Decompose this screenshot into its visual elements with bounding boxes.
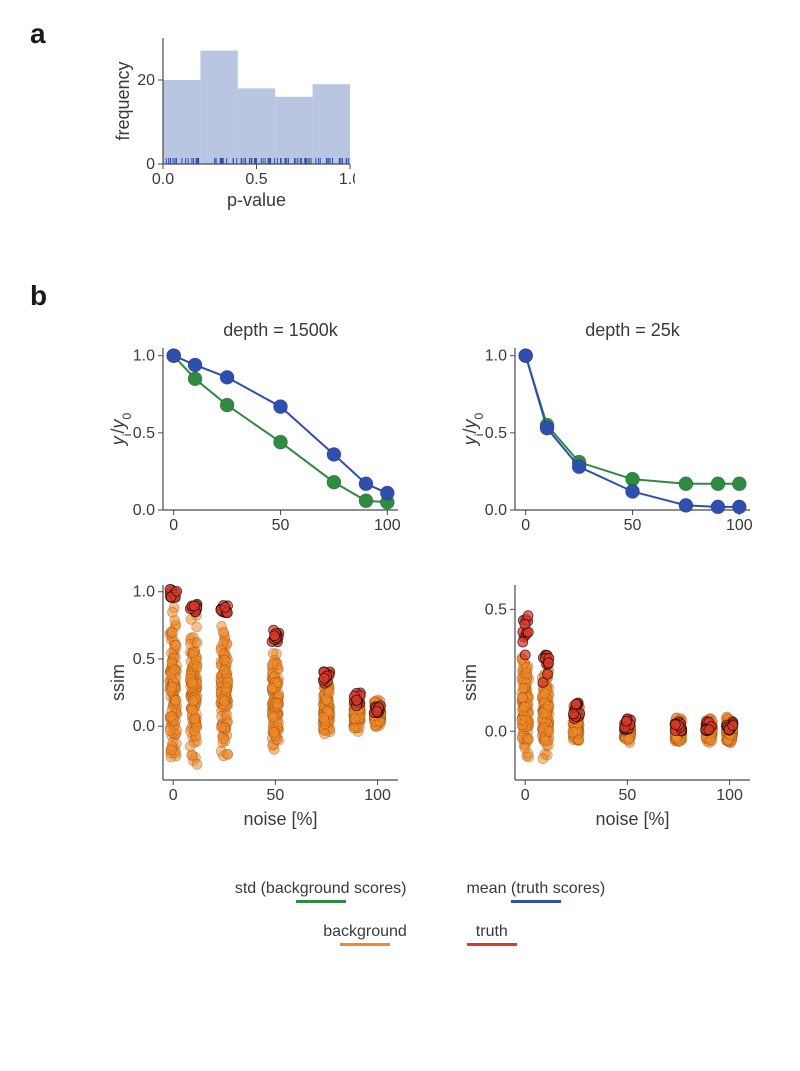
svg-text:100: 100 xyxy=(374,517,401,534)
svg-text:100: 100 xyxy=(364,787,391,804)
svg-text:ssim: ssim xyxy=(460,664,480,701)
svg-text:0.0: 0.0 xyxy=(485,502,507,519)
legend-line-red xyxy=(467,943,517,946)
svg-text:100: 100 xyxy=(716,787,743,804)
legend-std-bg: std (background scores) xyxy=(235,880,407,903)
svg-text:0: 0 xyxy=(146,156,155,173)
svg-text:50: 50 xyxy=(618,787,636,804)
svg-text:yi/y0: yi/y0 xyxy=(108,413,134,448)
legend-line-green xyxy=(296,900,346,903)
legend-mean-truth: mean (truth scores) xyxy=(466,880,605,903)
svg-text:0.5: 0.5 xyxy=(245,171,267,188)
legend-truth: truth xyxy=(467,923,517,946)
svg-text:0: 0 xyxy=(169,517,178,534)
legend-line-orange xyxy=(340,943,390,946)
svg-text:depth = 25k: depth = 25k xyxy=(585,320,681,340)
svg-text:50: 50 xyxy=(624,517,642,534)
legend: std (background scores) mean (truth scor… xyxy=(100,880,740,946)
legend-label: truth xyxy=(467,923,517,941)
svg-text:1.0: 1.0 xyxy=(133,348,155,365)
svg-text:noise [%]: noise [%] xyxy=(243,809,317,829)
svg-text:100: 100 xyxy=(726,517,753,534)
panel-b-scatter-1500k: 0 50 100 0.0 0.5 1.0 noise [%] ssim xyxy=(108,575,408,835)
panel-a-histogram: 0.0 0.5 1.0 0 20 p-value frequency xyxy=(115,32,355,212)
svg-text:20: 20 xyxy=(137,72,155,89)
panel-b-line-1500k: 0 50 100 0.0 0.5 1.0 yi/y0 depth = 1500k xyxy=(108,320,408,540)
svg-text:0.0: 0.0 xyxy=(133,718,155,735)
svg-text:0.5: 0.5 xyxy=(133,425,155,442)
legend-label: mean (truth scores) xyxy=(466,880,605,898)
panel-label-a: a xyxy=(30,18,46,50)
legend-line-blue xyxy=(511,900,561,903)
legend-label: background xyxy=(323,923,407,941)
svg-text:frequency: frequency xyxy=(115,61,133,140)
svg-text:50: 50 xyxy=(266,787,284,804)
panel-b-line-25k: 0 50 100 0.0 0.5 1.0 yi/y0 depth = 25k xyxy=(460,320,760,540)
svg-text:1.0: 1.0 xyxy=(339,171,355,188)
svg-text:0.5: 0.5 xyxy=(485,601,507,618)
svg-text:0.0: 0.0 xyxy=(485,723,507,740)
svg-text:noise [%]: noise [%] xyxy=(595,809,669,829)
svg-text:p-value: p-value xyxy=(227,190,286,210)
svg-text:0.0: 0.0 xyxy=(133,502,155,519)
svg-text:1.0: 1.0 xyxy=(133,584,155,601)
svg-text:0.0: 0.0 xyxy=(152,171,174,188)
svg-text:yi/y0: yi/y0 xyxy=(460,413,486,448)
svg-text:0: 0 xyxy=(521,517,530,534)
legend-background: background xyxy=(323,923,407,946)
svg-text:50: 50 xyxy=(272,517,290,534)
svg-text:ssim: ssim xyxy=(108,664,128,701)
panel-b-scatter-25k: 0 50 100 0.0 0.5 noise [%] ssim xyxy=(460,575,760,835)
svg-text:1.0: 1.0 xyxy=(485,348,507,365)
panel-label-b: b xyxy=(30,280,47,312)
svg-text:0: 0 xyxy=(521,787,530,804)
svg-text:depth = 1500k: depth = 1500k xyxy=(223,320,339,340)
svg-text:0.5: 0.5 xyxy=(133,651,155,668)
svg-text:0: 0 xyxy=(169,787,178,804)
svg-text:0.5: 0.5 xyxy=(485,425,507,442)
legend-label: std (background scores) xyxy=(235,880,407,898)
